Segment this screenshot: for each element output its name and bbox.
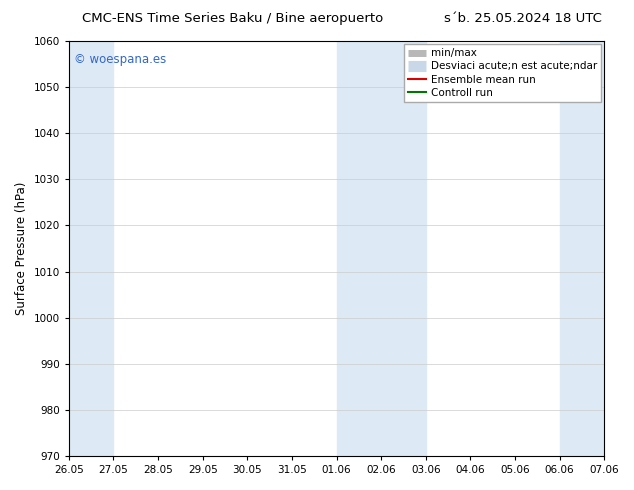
- Text: © woespana.es: © woespana.es: [74, 53, 167, 67]
- Legend: min/max, Desviaci acute;n est acute;ndar, Ensemble mean run, Controll run: min/max, Desviaci acute;n est acute;ndar…: [404, 44, 601, 102]
- Bar: [69, 41, 113, 456]
- Bar: [337, 41, 426, 456]
- Y-axis label: Surface Pressure (hPa): Surface Pressure (hPa): [15, 182, 28, 315]
- Text: s´b. 25.05.2024 18 UTC: s´b. 25.05.2024 18 UTC: [444, 12, 602, 25]
- Text: CMC-ENS Time Series Baku / Bine aeropuerto: CMC-ENS Time Series Baku / Bine aeropuer…: [82, 12, 384, 25]
- Bar: [560, 41, 604, 456]
